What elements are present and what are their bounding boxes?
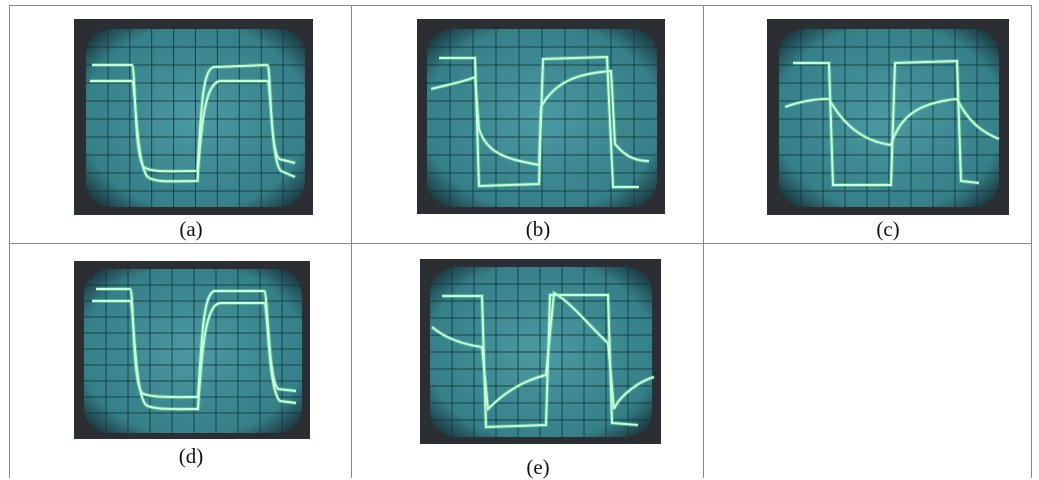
scope-trace-c xyxy=(779,29,1000,207)
scope-trace-e xyxy=(430,267,655,437)
table-middle-border xyxy=(9,243,1032,244)
oscilloscope-photo-e xyxy=(420,259,661,444)
scope-trace-a xyxy=(85,29,306,207)
caption-c: (c) xyxy=(876,217,900,241)
table-right-border xyxy=(1031,5,1032,478)
caption-e: (e) xyxy=(526,455,550,479)
table-top-border xyxy=(9,5,1032,6)
oscilloscope-photo-c xyxy=(767,19,1009,215)
table-divider-1 xyxy=(351,5,352,478)
oscilloscope-photo-b xyxy=(417,19,665,214)
scope-trace-b xyxy=(427,29,657,207)
oscilloscope-photo-d xyxy=(74,261,310,439)
scope-trace-d xyxy=(84,269,302,433)
table-left-border xyxy=(9,5,10,478)
caption-d: (d) xyxy=(178,444,204,468)
oscilloscope-photo-a xyxy=(74,19,313,215)
caption-b: (b) xyxy=(525,217,551,241)
table-divider-2 xyxy=(703,5,704,478)
caption-a: (a) xyxy=(179,217,203,241)
